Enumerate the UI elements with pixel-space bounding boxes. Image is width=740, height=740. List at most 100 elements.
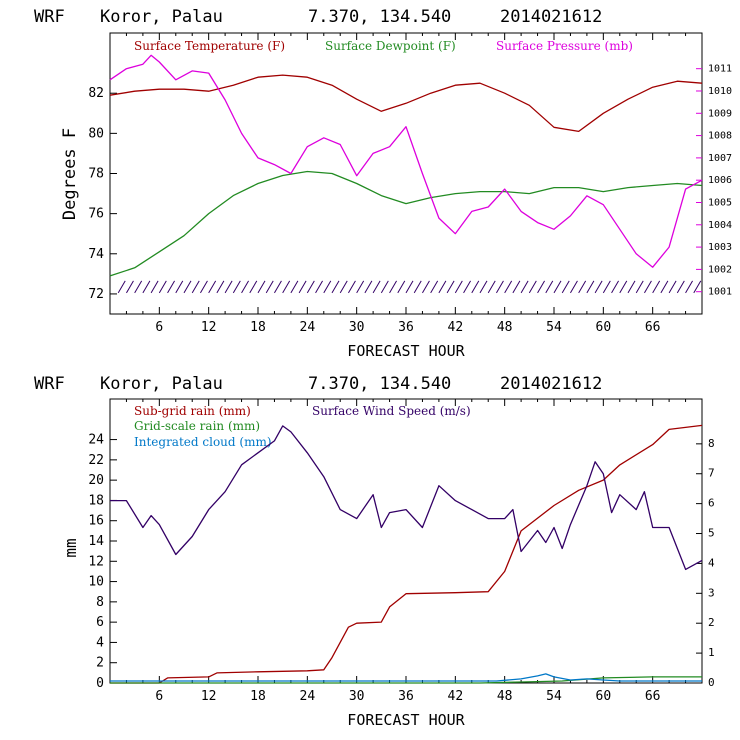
wind-barb [331,280,340,294]
x-tick-label: 30 [349,320,365,335]
y2-tick-label: 1002 [708,264,732,275]
wind-barb [479,280,488,294]
wind-barb [389,280,397,294]
wind-barb [446,280,455,294]
y2-tick-label: 1009 [708,108,732,119]
wind-barb [364,280,373,294]
x-tick-label: 60 [596,320,612,335]
wind-barb [413,280,422,294]
wind-barb [274,280,282,294]
panel1-model: WRF [34,7,65,27]
wind-barb [619,280,628,294]
y2-tick-label: 1010 [708,86,732,97]
wind-barb [602,280,611,294]
legend-integrated-cloud: Integrated cloud (mm) [134,435,272,449]
precipitation-panel: WRF Koror, Palau 7.370, 134.540 20140216… [34,374,715,729]
y-tick-label: 18 [88,493,104,508]
y2-tick-label: 1006 [708,175,732,186]
y2-tick-label: 2 [708,616,715,629]
legend-subgrid-rain: Sub-grid rain (mm) [134,404,251,418]
wind-barb [249,280,258,294]
wind-barb [528,280,537,294]
y2-tick-label: 1003 [708,242,732,253]
wind-barb [611,280,619,294]
y-tick-label: 6 [96,615,104,630]
legend-surface-wind-speed: Surface Wind Speed (m/s) [312,404,471,418]
y2-tick-label: 3 [708,586,715,599]
x-tick-label: 66 [645,320,661,335]
panel2-x-axis-label: FORECAST HOUR [347,711,465,729]
x-tick-label: 48 [497,689,513,704]
wind-barb [454,280,463,294]
x-tick-label: 48 [497,320,513,335]
x-tick-label: 42 [448,320,464,335]
wind-barbs [117,280,702,294]
y2-tick-label: 0 [708,676,715,689]
y2-tick-label: 1004 [708,220,732,231]
wind-barb [520,280,529,294]
x-tick-label: 18 [250,320,266,335]
wind-barb [323,280,332,294]
wind-barb [265,280,274,294]
wind-barb [183,280,192,294]
panel2-location: Koror, Palau [100,374,223,394]
y-tick-label: 4 [96,635,104,650]
temperature-panel: WRF Koror, Palau 7.370, 134.540 20140216… [34,7,732,360]
wind-barb [142,280,151,294]
wind-barb [282,280,291,294]
panel1-init-time: 2014021612 [500,7,602,27]
wind-barb [430,280,439,294]
x-tick-label: 6 [155,320,163,335]
wind-barb [652,280,661,294]
wind-barb [570,280,578,294]
y-tick-label: 24 [88,433,104,448]
wind-barb [191,280,200,294]
y2-tick-label: 1008 [708,131,732,142]
y2-tick-label: 1007 [708,153,732,164]
x-tick-label: 12 [201,320,217,335]
wind-barb [150,280,159,294]
wind-barb [208,280,217,294]
x-tick-label: 30 [349,689,365,704]
y-tick-label: 76 [88,207,104,222]
wind-barb [216,280,225,294]
panel2-init-time: 2014021612 [500,374,602,394]
wind-barb [372,280,381,294]
x-tick-label: 60 [596,689,612,704]
wind-barb [693,280,702,294]
y-tick-label: 12 [88,554,104,569]
panel1-y-axis-label: Degrees F [60,128,80,220]
y-tick-label: 82 [88,86,104,101]
legend-surface-pressure: Surface Pressure (mb) [496,39,633,53]
wind-barb [175,280,184,294]
x-tick-label: 24 [300,320,316,335]
wind-barb [315,280,323,294]
wind-barb [561,280,570,294]
wind-barb [463,280,471,294]
integrated-cloud-mm-line [110,673,702,682]
wind-barb [241,280,249,294]
wind-barb [422,280,430,294]
wind-barb [578,280,587,294]
x-tick-label: 42 [448,689,464,704]
wind-barb [512,280,521,294]
y-tick-label: 80 [88,126,104,141]
y-tick-label: 74 [88,247,104,262]
y-tick-label: 20 [88,473,104,488]
panel1-y-ticks: 72 74 76 78 80 82 [88,86,117,302]
x-tick-label: 6 [155,689,163,704]
y-tick-label: 16 [88,514,104,529]
y-tick-label: 0 [96,676,104,691]
y2-tick-label: 5 [708,527,715,540]
legend-surface-temperature: Surface Temperature (F) [134,39,285,53]
panel1-coords: 7.370, 134.540 [308,7,451,27]
wind-barb [635,280,644,294]
panel1-x-axis-label: FORECAST HOUR [347,342,465,360]
panel2-series [110,424,703,684]
wind-barb [594,280,603,294]
wind-barb [298,280,307,294]
wind-barb [660,280,669,294]
wind-barb [158,280,167,294]
wind-barb [504,280,513,294]
